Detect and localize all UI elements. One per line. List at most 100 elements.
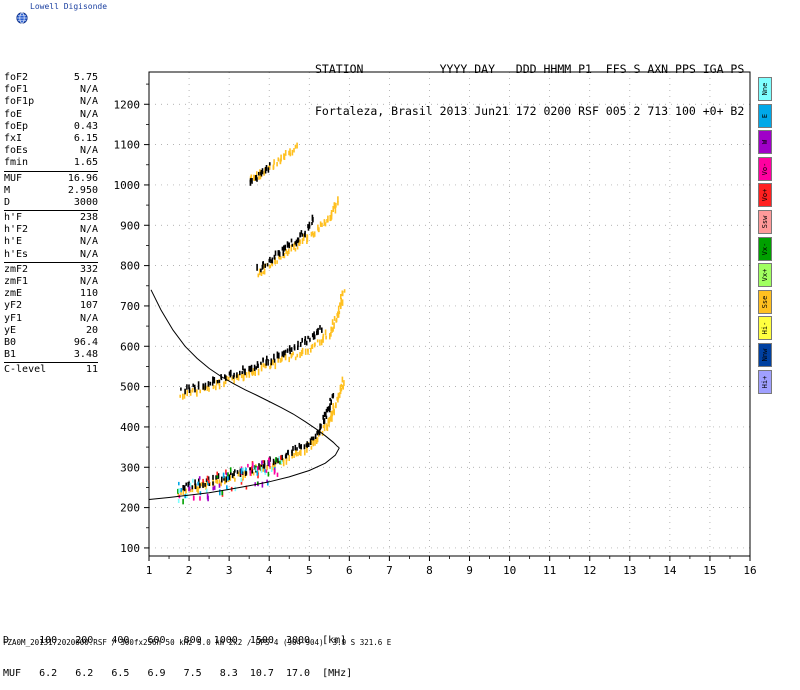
echo-mark xyxy=(284,353,287,360)
echo-mark xyxy=(266,263,269,267)
echo-mark xyxy=(227,472,229,477)
echo-mark xyxy=(326,423,328,431)
echo-mark xyxy=(318,227,320,233)
echo-mark xyxy=(290,354,293,359)
echo-mark xyxy=(267,167,270,173)
echo-mark xyxy=(224,378,227,385)
echo-mark xyxy=(239,468,242,472)
echo-mark xyxy=(294,144,297,149)
echo-mark xyxy=(191,485,194,490)
param-row: foF1p N/A xyxy=(4,96,98,108)
echo-mark xyxy=(335,202,337,208)
param-row: yF1 N/A xyxy=(4,313,98,325)
echo-mark xyxy=(307,335,309,340)
param-label: foEp xyxy=(4,120,29,132)
echo-mark xyxy=(269,256,271,261)
echo-mark xyxy=(219,489,221,496)
echo-mark xyxy=(282,350,285,358)
echo-mark xyxy=(202,482,204,488)
echo-mark xyxy=(274,250,277,256)
echo-mark xyxy=(329,415,332,422)
echo-mark xyxy=(270,358,273,366)
echo-mark xyxy=(331,414,333,422)
echo-mark xyxy=(259,169,261,177)
echo-mark xyxy=(310,232,313,237)
echo-mark xyxy=(216,380,219,384)
echo-mark xyxy=(316,429,319,436)
param-row: h'F2 N/A xyxy=(4,224,98,236)
echo-mark xyxy=(255,467,258,472)
echo-mark xyxy=(314,433,317,439)
echo-mark xyxy=(295,449,297,455)
echo-mark xyxy=(206,475,209,481)
echo-mark xyxy=(180,488,182,493)
echo-mark xyxy=(242,467,245,472)
echo-mark xyxy=(192,383,194,388)
echo-mark xyxy=(314,439,316,446)
echo-mark xyxy=(250,174,253,182)
echo-mark xyxy=(244,368,246,376)
echo-mark xyxy=(286,348,289,353)
param-row: C-level 11 xyxy=(4,364,98,376)
echo-mark xyxy=(301,347,304,355)
echo-mark xyxy=(199,496,201,501)
legend-label: Vx+ xyxy=(761,268,769,282)
param-value: 1.65 xyxy=(73,157,98,169)
polarization-legend: Nne E W Vo- Vo+ Ssw Vx- Vx+ Sse Hi- Nnw Hi+ xyxy=(758,77,772,396)
y-tick-label: 900 xyxy=(120,219,140,232)
param-label: foEs xyxy=(4,145,29,157)
echo-mark xyxy=(277,358,279,363)
echo-mark xyxy=(302,234,305,241)
echo-mark xyxy=(191,387,194,393)
header-values: Fortaleza, Brasil 2013 Jun21 172 0200 RS… xyxy=(315,104,745,118)
param-label: h'E xyxy=(4,236,23,248)
echo-mark xyxy=(304,230,306,238)
echo-mark xyxy=(206,385,209,391)
echo-mark xyxy=(326,219,328,223)
x-tick-label: 8 xyxy=(426,564,433,577)
echo-mark xyxy=(332,393,335,398)
echo-mark xyxy=(267,471,270,477)
echo-mark xyxy=(298,442,301,448)
echo-mark xyxy=(295,239,298,247)
param-label: yF1 xyxy=(4,312,23,324)
echo-mark xyxy=(200,482,203,487)
echo-mark xyxy=(189,389,192,396)
param-label: h'F2 xyxy=(4,224,29,236)
echo-mark xyxy=(311,221,313,225)
echo-mark xyxy=(225,469,227,475)
param-label: B0 xyxy=(4,336,17,348)
echo-mark xyxy=(290,238,293,243)
echo-mark xyxy=(307,224,309,229)
echo-mark xyxy=(256,481,259,485)
echo-mark xyxy=(207,480,209,486)
echo-mark xyxy=(337,305,340,312)
echo-mark xyxy=(271,257,274,264)
param-value: N/A xyxy=(79,236,98,248)
param-row: M 2.950 xyxy=(4,185,98,197)
logo-text: Lowell Digisonde xyxy=(30,2,108,11)
param-row: foE N/A xyxy=(4,109,98,121)
echo-mark xyxy=(280,460,283,464)
x-tick-label: 10 xyxy=(503,564,516,577)
echo-mark xyxy=(215,475,217,480)
param-value: 96.4 xyxy=(73,336,98,348)
echo-mark xyxy=(278,456,281,461)
echo-mark xyxy=(223,381,225,388)
legend-label: Vo- xyxy=(761,162,769,176)
echo-mark xyxy=(269,362,272,369)
echo-mark xyxy=(331,410,334,417)
echo-mark xyxy=(199,483,201,488)
echo-mark xyxy=(274,257,276,265)
echo-mark xyxy=(231,376,233,381)
echo-mark xyxy=(255,366,258,370)
param-label: fxI xyxy=(4,132,23,144)
echo-mark xyxy=(265,165,268,171)
legend-swatch: Hi+ xyxy=(758,369,772,394)
echo-mark xyxy=(221,476,223,483)
legend-label: Vo+ xyxy=(761,189,769,202)
param-row: fxI 6.15 xyxy=(4,133,98,145)
echo-mark xyxy=(339,302,341,307)
param-row: h'E N/A xyxy=(4,236,98,248)
param-row: h'F 238 xyxy=(4,212,98,224)
